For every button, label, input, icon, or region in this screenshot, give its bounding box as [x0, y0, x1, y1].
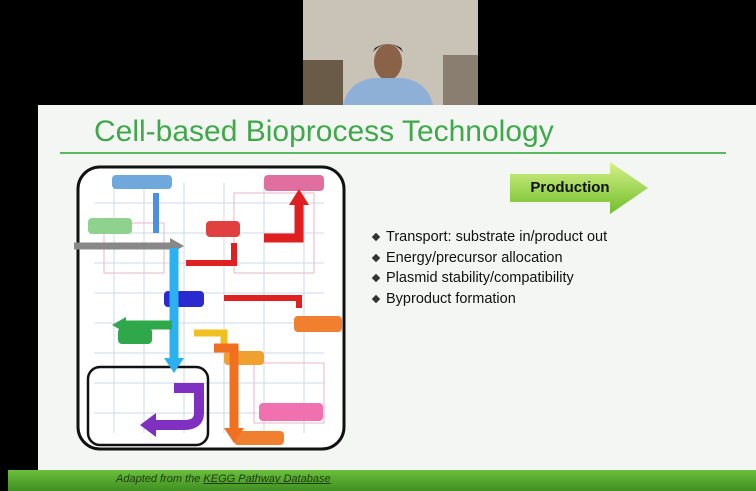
title-rule	[60, 152, 726, 154]
slide-title: Cell-based Bioprocess Technology	[94, 115, 554, 149]
bullet: Plasmid stability/compatibility	[370, 268, 607, 289]
webcam-feed	[303, 0, 478, 105]
screen: Cell-based Bioprocess Technology P	[0, 0, 756, 491]
bullet: Byproduct formation	[370, 289, 607, 310]
banner-label: Production	[510, 162, 630, 214]
bullet: Energy/precursor allocation	[370, 248, 607, 269]
credit-link: KEGG Pathway Database	[203, 473, 330, 485]
bullet: Transport: substrate in/product out	[370, 227, 607, 248]
slide: Cell-based Bioprocess Technology P	[38, 105, 756, 491]
bullet-list: Transport: substrate in/product out Ener…	[370, 227, 607, 309]
credit-text: Adapted from the	[116, 473, 200, 485]
pathway-diagram	[74, 163, 354, 455]
